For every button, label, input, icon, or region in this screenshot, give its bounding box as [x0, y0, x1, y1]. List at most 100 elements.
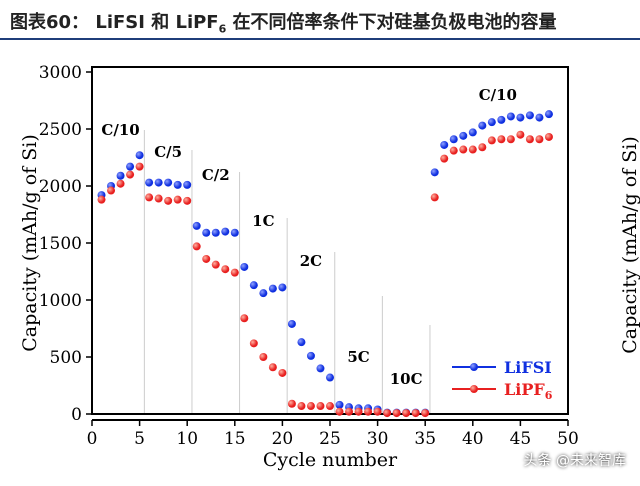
data-point-lipf: [116, 179, 125, 188]
data-point-lipf: [173, 195, 182, 204]
rate-label: C/5: [154, 143, 182, 161]
rate-label: 10C: [390, 370, 423, 388]
data-point-lifsi: [525, 111, 534, 120]
legend-marker: [470, 385, 478, 393]
data-point-lifsi: [202, 228, 211, 237]
y-tick-label: 3000: [39, 63, 82, 83]
x-tick-label: 10: [176, 429, 198, 449]
data-point-lipf: [221, 265, 230, 274]
data-point-lipf: [240, 314, 249, 323]
data-point-lipf: [268, 363, 277, 372]
data-point-lifsi: [544, 110, 553, 119]
data-point-lipf: [544, 132, 553, 141]
data-point-lipf: [383, 409, 392, 418]
x-tick-label: 15: [224, 429, 246, 449]
title-main: LiFSI 和 LiPF: [95, 12, 219, 33]
data-point-lifsi: [230, 228, 239, 237]
data-point-lipf: [306, 402, 315, 411]
title-rest: 在不同倍率条件下对硅基负极电池的容量: [226, 12, 557, 33]
y-axis-label: Capacity (mAh/g of Si): [19, 134, 41, 352]
right-partial-axis-label: Capacity (mAh/g of Si): [619, 136, 640, 354]
data-point-lifsi: [297, 338, 306, 347]
x-tick-label: 40: [462, 429, 484, 449]
data-point-lipf: [525, 135, 534, 144]
data-point-lipf: [459, 145, 468, 154]
data-point-lifsi: [287, 319, 296, 328]
y-tick-label: 2500: [39, 120, 82, 140]
data-point-lifsi: [535, 113, 544, 122]
data-point-lifsi: [449, 135, 458, 144]
data-point-lipf: [183, 196, 192, 205]
data-point-lifsi: [316, 364, 325, 373]
data-point-lipf: [402, 409, 411, 418]
data-point-lifsi: [487, 118, 496, 127]
data-point-lipf: [97, 195, 106, 204]
data-point-lifsi: [221, 227, 230, 236]
x-tick-label: 35: [414, 429, 436, 449]
data-point-lipf: [154, 194, 163, 203]
data-point-lifsi: [183, 180, 192, 189]
title-sub: 6: [218, 22, 227, 36]
data-point-lipf: [364, 407, 373, 416]
x-tick-label: 45: [510, 429, 532, 449]
x-tick-label: 30: [367, 429, 389, 449]
data-point-lifsi: [468, 128, 477, 137]
data-point-lipf: [421, 409, 430, 418]
y-tick-label: 1000: [39, 291, 82, 311]
data-point-lifsi: [116, 171, 125, 180]
data-point-lifsi: [211, 228, 220, 237]
data-point-lifsi: [259, 289, 268, 298]
legend-marker: [470, 363, 478, 371]
rate-label: 5C: [347, 348, 369, 366]
x-tick-label: 20: [272, 429, 294, 449]
data-point-lipf: [535, 135, 544, 144]
data-point-lipf: [297, 402, 306, 411]
x-axis-label: Cycle number: [263, 449, 398, 471]
data-point-lipf: [373, 407, 382, 416]
data-point-lipf: [211, 260, 220, 269]
data-point-lipf: [411, 409, 420, 418]
data-point-lifsi: [516, 113, 525, 122]
data-point-lifsi: [154, 178, 163, 187]
y-tick-label: 2000: [39, 177, 82, 197]
x-tick-label: 25: [319, 429, 341, 449]
data-point-lifsi: [335, 400, 344, 409]
data-point-lipf: [430, 193, 439, 202]
data-point-lifsi: [430, 168, 439, 177]
data-point-lipf: [326, 402, 334, 411]
data-point-lifsi: [249, 281, 258, 290]
data-point-lipf: [230, 268, 239, 277]
data-point-lifsi: [306, 351, 315, 360]
data-point-lipf: [516, 130, 525, 139]
data-point-lipf: [202, 254, 211, 263]
figure-title: 图表60： LiFSI 和 LiPF6 在不同倍率条件下对硅基负极电池的容量: [0, 0, 640, 40]
data-point-lifsi: [268, 284, 277, 293]
x-tick-label: 0: [87, 429, 98, 449]
legend-label: LiPF6: [504, 380, 553, 402]
data-point-lipf: [316, 402, 325, 411]
plot-frame: [91, 66, 569, 415]
data-point-lipf: [287, 399, 296, 408]
data-point-lipf: [192, 242, 201, 251]
watermark: 头条 @未来智库: [523, 453, 626, 469]
data-point-lifsi: [459, 131, 468, 140]
data-point-lifsi: [126, 162, 135, 171]
data-point-lipf: [164, 196, 173, 205]
rate-label: 1C: [252, 212, 274, 230]
data-point-lipf: [468, 145, 477, 154]
rate-label: C/10: [101, 121, 139, 139]
data-point-lifsi: [173, 180, 182, 189]
rate-label: 2C: [300, 252, 322, 270]
data-point-lipf: [392, 409, 401, 418]
y-tick-label: 1500: [39, 234, 82, 254]
rate-label: C/10: [479, 86, 517, 104]
data-point-lipf: [126, 170, 135, 179]
data-point-lipf: [506, 135, 515, 144]
rate-label: C/2: [202, 166, 230, 184]
data-point-lifsi: [497, 115, 506, 124]
data-point-lifsi: [478, 121, 487, 130]
data-point-lipf: [145, 193, 154, 202]
data-point-lifsi: [240, 262, 249, 271]
y-tick-label: 0: [71, 405, 82, 425]
